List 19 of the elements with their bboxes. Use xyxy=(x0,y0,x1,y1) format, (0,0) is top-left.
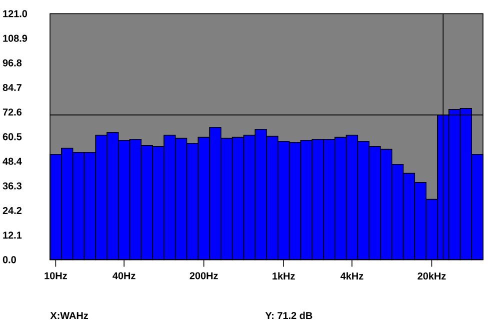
text: Y: 71.2 dB xyxy=(265,312,312,320)
y-tick-label: 121.0 xyxy=(3,10,28,18)
y-tick-label: 0.0 xyxy=(2,256,16,264)
y-tick-label: 60.5 xyxy=(2,133,22,140)
y-tick-label: 84.7 xyxy=(2,84,22,92)
x-tick-label: 4kHz xyxy=(340,272,364,280)
y-tick-label: 48.4 xyxy=(2,158,22,165)
y-tick-label: 12.1 xyxy=(3,232,22,239)
y-tick-label: 108.9 xyxy=(3,34,28,42)
y-tick-label: 36.3 xyxy=(2,182,22,190)
x-tick-label: 20kHz xyxy=(418,272,446,280)
x-tick-label: 200Hz xyxy=(190,272,218,280)
text: X:WAHz xyxy=(50,312,88,319)
y-tick-label: 96.8 xyxy=(2,59,22,66)
y-tick-label: 24.2 xyxy=(2,207,22,214)
x-tick-label: 40Hz xyxy=(112,272,136,280)
x-tick-label: 1kHz xyxy=(272,272,295,280)
y-tick-label: 72.6 xyxy=(2,108,22,116)
x-tick-label: 10Hz xyxy=(44,272,67,280)
